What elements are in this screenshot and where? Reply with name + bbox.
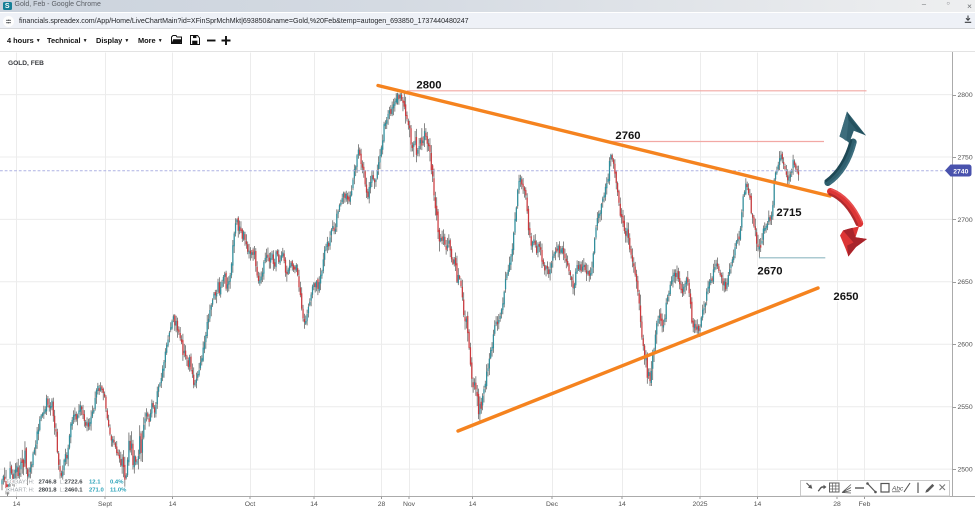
svg-text:14: 14 xyxy=(469,501,477,508)
svg-text:2650: 2650 xyxy=(958,279,973,286)
svg-text:2746.8: 2746.8 xyxy=(39,480,58,486)
svg-text:2800: 2800 xyxy=(958,92,973,99)
svg-text:Oct: Oct xyxy=(245,501,256,508)
svg-text:Abc: Abc xyxy=(891,486,904,493)
svg-text:28: 28 xyxy=(833,501,841,508)
svg-text:28: 28 xyxy=(378,501,386,508)
svg-text:14: 14 xyxy=(169,501,177,508)
svg-text:14: 14 xyxy=(13,501,21,508)
svg-text:GOLD, FEB: GOLD, FEB xyxy=(8,60,44,67)
svg-text:L:: L: xyxy=(60,480,65,486)
svg-text:2650: 2650 xyxy=(833,291,858,303)
svg-text:2740: 2740 xyxy=(953,168,968,175)
svg-text:11.0%: 11.0% xyxy=(110,488,127,494)
svg-text:CHART:: CHART: xyxy=(6,488,28,494)
svg-text:Nov: Nov xyxy=(403,501,416,508)
svg-text:2760: 2760 xyxy=(615,130,640,142)
svg-text:Feb: Feb xyxy=(859,501,871,508)
svg-text:Dec: Dec xyxy=(546,501,559,508)
svg-text:2025: 2025 xyxy=(692,501,707,508)
svg-text:H:: H: xyxy=(29,480,35,486)
svg-text:12.1: 12.1 xyxy=(89,480,101,486)
svg-text:2800: 2800 xyxy=(416,80,441,92)
svg-text:2750: 2750 xyxy=(958,154,973,161)
svg-text:L:: L: xyxy=(60,488,65,494)
svg-text:271.0: 271.0 xyxy=(89,488,104,494)
svg-text:2670: 2670 xyxy=(757,266,782,278)
svg-text:2715: 2715 xyxy=(776,207,801,219)
svg-text:14: 14 xyxy=(618,501,626,508)
svg-text:2550: 2550 xyxy=(958,404,973,411)
svg-text:2801.8: 2801.8 xyxy=(39,488,58,494)
svg-text:14: 14 xyxy=(310,501,318,508)
svg-text:2600: 2600 xyxy=(958,342,973,349)
svg-text:Sept: Sept xyxy=(98,501,112,508)
svg-text:2700: 2700 xyxy=(958,217,973,224)
svg-text:H:: H: xyxy=(29,488,35,494)
svg-text:14: 14 xyxy=(754,501,762,508)
svg-text:TODAY:: TODAY: xyxy=(6,480,27,486)
svg-text:2460.1: 2460.1 xyxy=(65,488,84,494)
svg-text:0.4%: 0.4% xyxy=(110,480,124,486)
svg-text:2722.6: 2722.6 xyxy=(65,480,84,486)
svg-text:2500: 2500 xyxy=(958,467,973,474)
